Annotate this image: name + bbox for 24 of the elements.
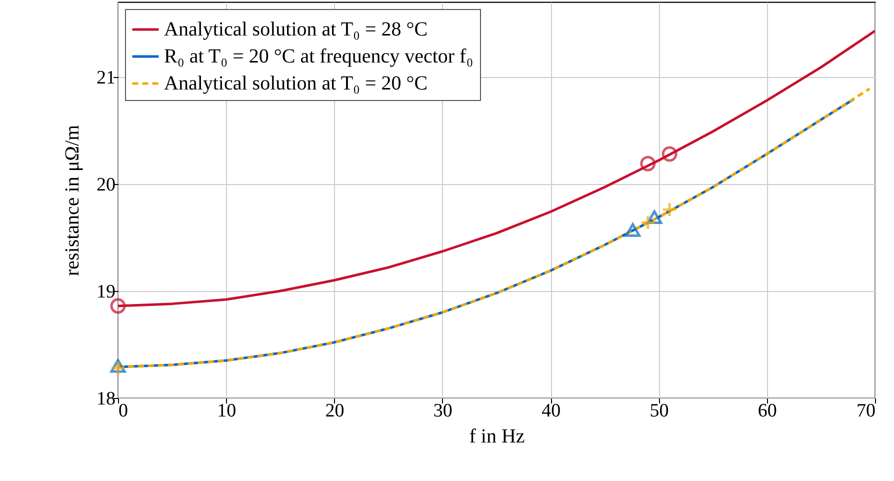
y-tick-label: 20: [96, 174, 116, 196]
point: [110, 360, 126, 376]
point: [662, 202, 678, 218]
x-tick-label: 70: [856, 400, 876, 422]
x-axis-title: f in Hz: [469, 426, 525, 448]
y-tick-label: 18: [96, 388, 116, 410]
y-axis-title: resistance in μΩ/m: [62, 124, 84, 276]
point: [624, 223, 641, 237]
legend-label: Analytical solution at T₀ = 20 °C: [164, 72, 428, 94]
point: [110, 298, 126, 314]
point: [662, 146, 678, 162]
point: [640, 156, 656, 172]
x-tick-label: 30: [433, 400, 452, 422]
x-tick-label: 50: [650, 400, 669, 422]
x-tick-label: 60: [758, 400, 777, 422]
x-tick-label: 0: [118, 400, 128, 422]
legend-label: R₀ at T₀ = 20 °C at frequency vector f₀: [164, 46, 474, 68]
x-tick-label: 20: [325, 400, 344, 422]
x-tick-label: 40: [542, 400, 561, 422]
point: [640, 214, 656, 230]
x-tick-label: 10: [217, 400, 236, 422]
legend-label: Analytical solution at T₀ = 28 °C: [164, 18, 428, 40]
y-tick-label: 19: [96, 281, 116, 302]
y-tick-label: 21: [96, 67, 116, 88]
